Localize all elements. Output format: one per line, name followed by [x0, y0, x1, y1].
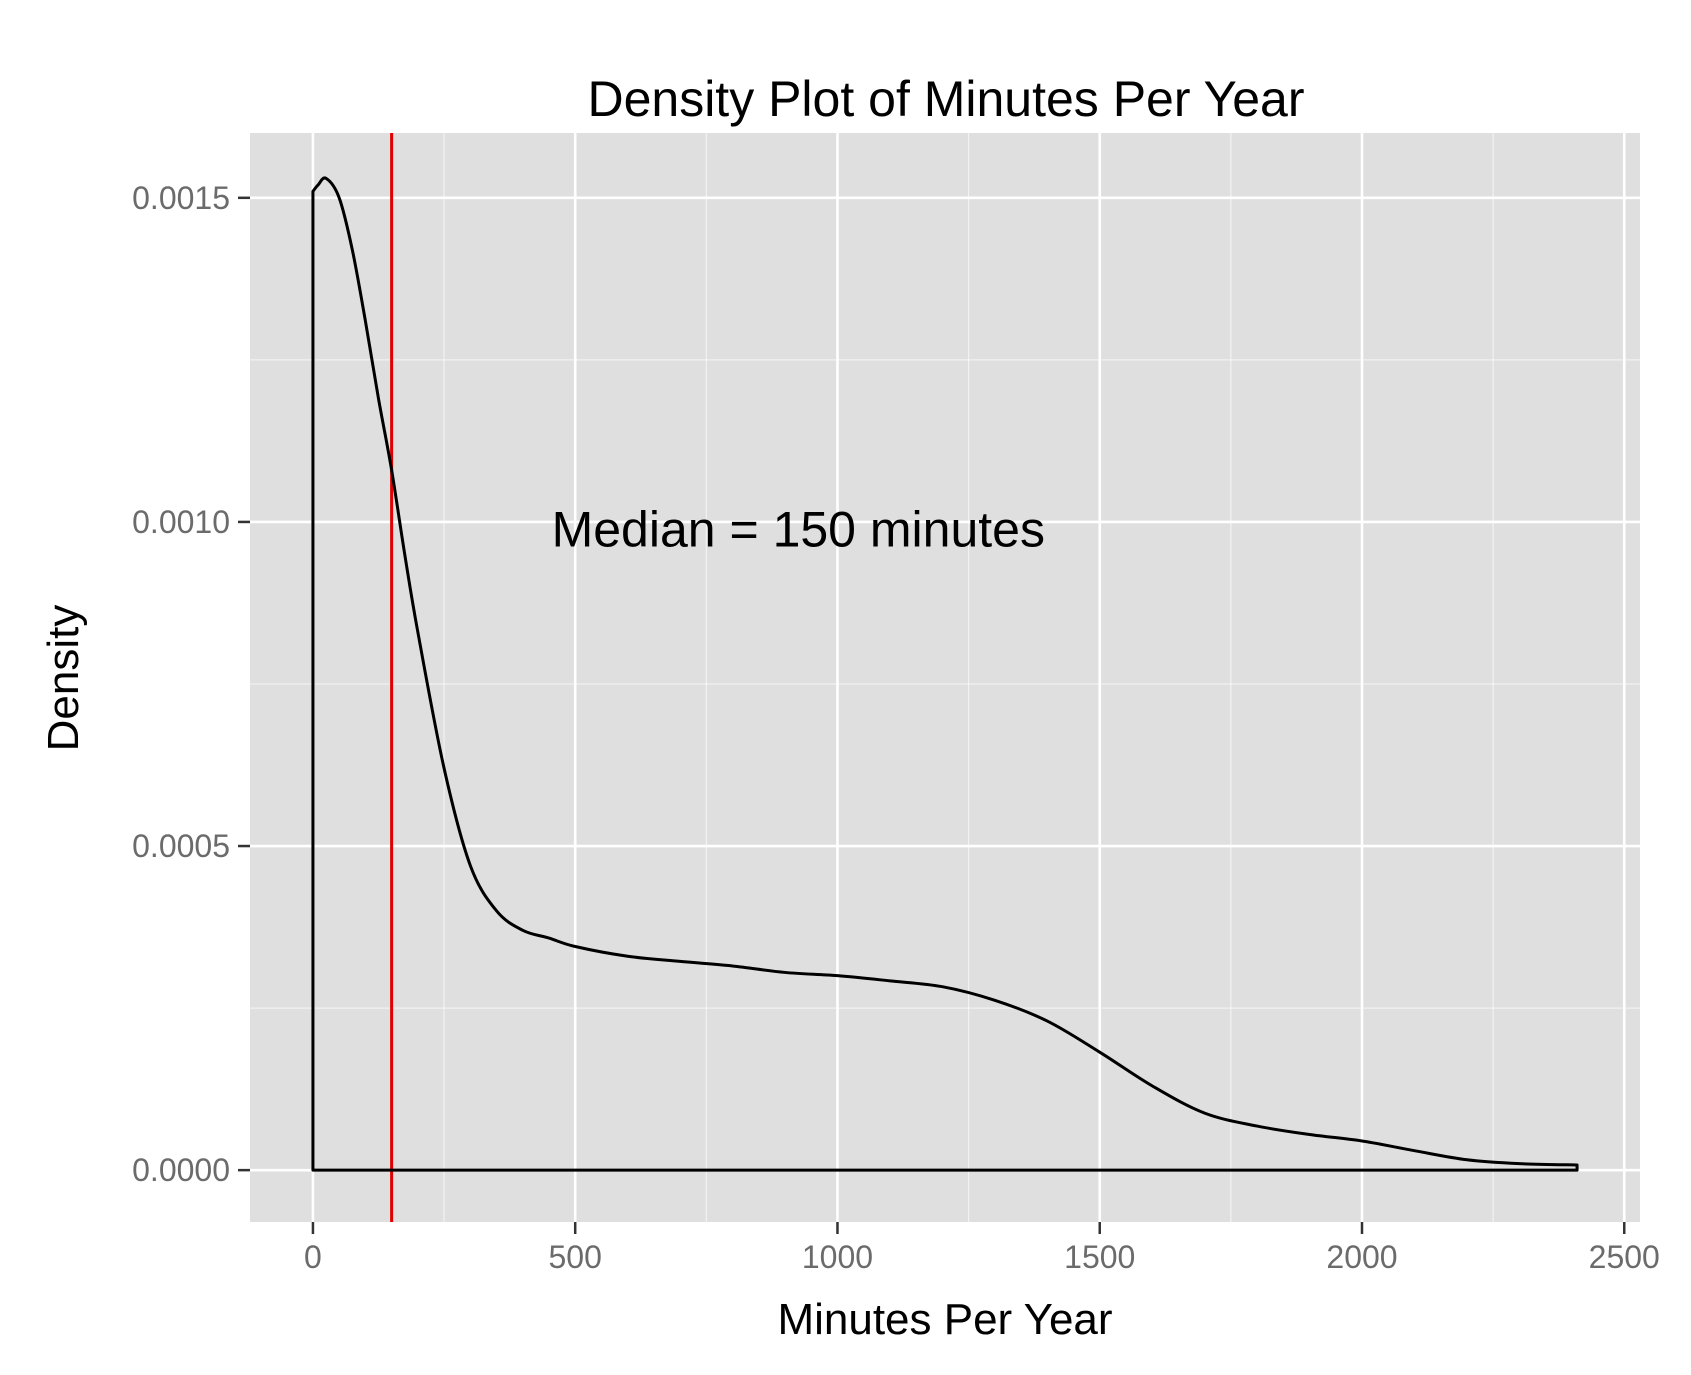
x-tick-label: 2000	[1326, 1239, 1397, 1275]
x-axis: 0 500 1000 1500 2000 2500	[304, 1222, 1660, 1275]
y-axis-title: Density	[39, 605, 88, 752]
chart-title: Density Plot of Minutes Per Year	[587, 71, 1304, 127]
x-tick-label: 1500	[1064, 1239, 1135, 1275]
x-tick-label: 500	[549, 1239, 602, 1275]
median-annotation: Median = 150 minutes	[552, 501, 1045, 557]
major-gridlines	[250, 133, 1640, 1222]
y-axis: 0.0000 0.0005 0.0010 0.0015	[132, 180, 250, 1188]
density-curve	[311, 176, 1579, 1172]
y-tick-label: 0.0000	[132, 1152, 230, 1188]
plot-panel	[250, 133, 1640, 1222]
x-tick-label: 2500	[1589, 1239, 1660, 1275]
x-tick-label: 1000	[802, 1239, 873, 1275]
y-tick-label: 0.0010	[132, 504, 230, 540]
x-axis-title: Minutes Per Year	[777, 1295, 1112, 1344]
x-tick-label: 0	[304, 1239, 322, 1275]
y-tick-label: 0.0005	[132, 828, 230, 864]
y-tick-label: 0.0015	[132, 180, 230, 216]
minor-gridlines	[250, 133, 1640, 1222]
